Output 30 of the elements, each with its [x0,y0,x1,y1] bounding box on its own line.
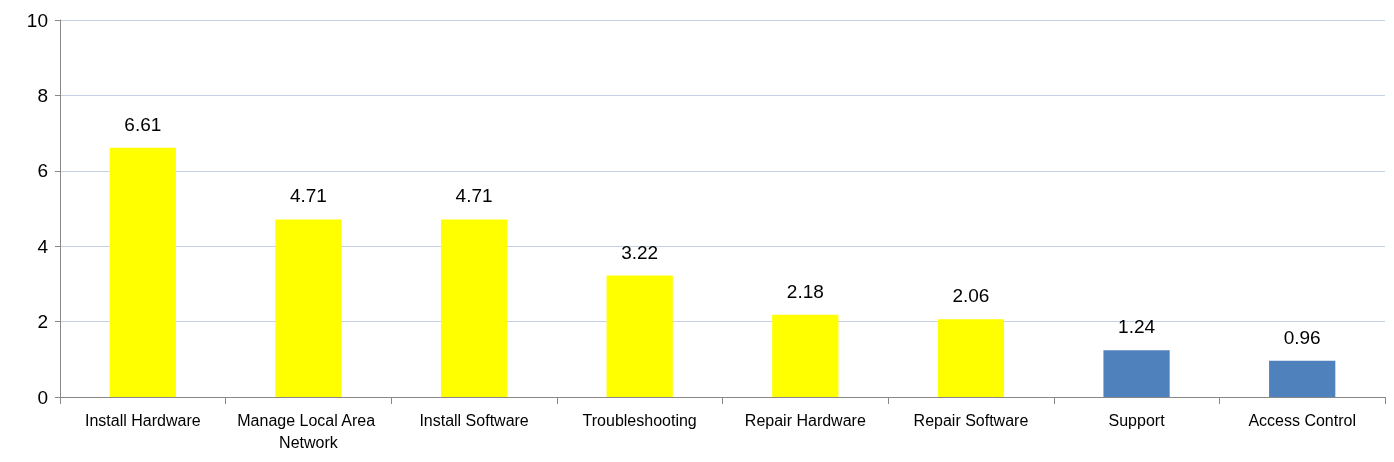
x-tick-label: Access Control [1248,411,1356,429]
y-tick-label: 4 [37,235,49,257]
x-tick-label: Manage Local Area Network [237,411,380,451]
x-tick-label: Troubleshooting [582,411,697,429]
bar [772,314,839,397]
data-label: 3.22 [621,241,659,263]
y-tick-label: 6 [37,160,48,182]
x-tick-label: Repair Software [913,411,1029,429]
bar [1103,350,1170,397]
y-tick-label: 8 [37,84,48,106]
data-label: 1.24 [1118,316,1156,338]
bar [937,319,1005,397]
bar [1269,360,1336,397]
data-label: 4.71 [289,185,327,207]
data-label: 2.18 [786,280,824,302]
y-tick-label: 10 [26,9,48,31]
data-label: 0.96 [1283,326,1321,348]
bar [275,219,342,397]
data-label: 4.71 [455,185,493,207]
x-tick-label: Repair Hardware [744,411,866,429]
bar [606,275,673,397]
x-tick-label: Install Software [419,411,529,429]
bar [440,219,508,397]
y-tick-label: 0 [37,386,48,408]
bar [109,147,176,397]
y-tick-label: 2 [37,311,48,333]
data-label: 6.61 [124,113,162,135]
data-label: 2.06 [952,285,990,307]
x-tick-label: Support [1108,411,1166,429]
x-tick-label: Install Hardware [85,411,201,429]
